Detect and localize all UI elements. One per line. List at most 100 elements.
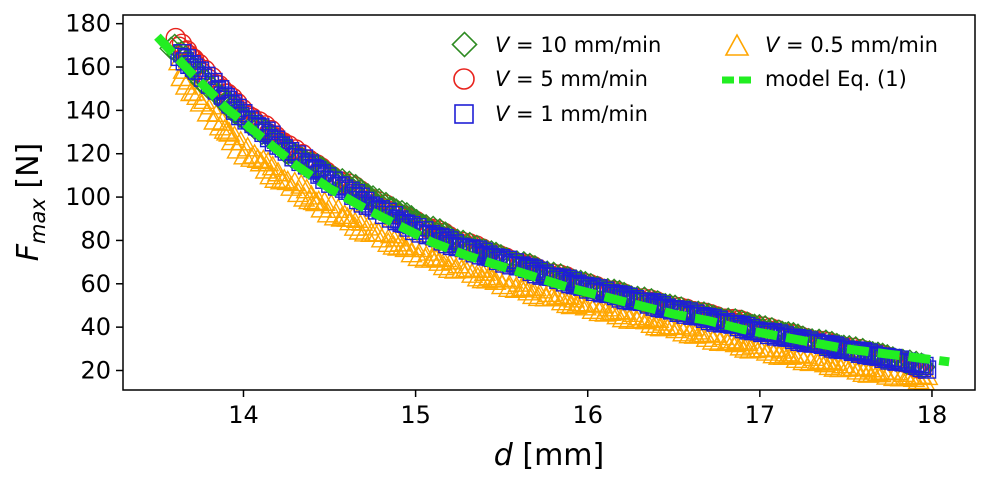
legend-entry-v10: V = 10 mm/min bbox=[451, 31, 661, 58]
model-curve bbox=[154, 33, 950, 367]
triangle-point bbox=[718, 328, 742, 349]
y-tick-label: 140 bbox=[65, 96, 111, 124]
axes: 14 15 16 17 18 20 40 60 80 100 120 140 160 180 bbox=[65, 10, 947, 429]
x-tick-label: 17 bbox=[745, 401, 776, 429]
triangle-point bbox=[394, 237, 417, 258]
triangle-point bbox=[494, 266, 517, 288]
triangle-point bbox=[373, 221, 397, 242]
triangle-point bbox=[736, 331, 759, 352]
triangle-point bbox=[307, 189, 330, 211]
triangle-point bbox=[729, 335, 752, 356]
y-tick-label: 100 bbox=[65, 183, 111, 211]
series-square bbox=[170, 44, 937, 379]
triangle-point bbox=[384, 226, 408, 247]
triangle-point bbox=[634, 309, 658, 330]
triangle-point bbox=[524, 276, 548, 297]
svg-text:V = 5 mm/min: V = 5 mm/min bbox=[495, 67, 648, 91]
triangle-point bbox=[203, 109, 226, 130]
legend-entry-v5: V = 5 mm/min bbox=[453, 67, 648, 91]
triangle-point bbox=[774, 341, 798, 362]
legend-label-v5-rest: = 5 mm/min bbox=[509, 67, 648, 91]
triangle-point bbox=[484, 269, 507, 291]
triangle-point bbox=[562, 287, 586, 308]
square-point bbox=[716, 312, 735, 332]
legend-label-v10-rest: = 10 mm/min bbox=[509, 33, 661, 57]
x-tick-label: 15 bbox=[400, 401, 431, 429]
triangle-point bbox=[254, 158, 277, 179]
triangle-point bbox=[246, 147, 269, 169]
triangle-point bbox=[521, 283, 545, 305]
legend: V = 10 mm/min V = 5 mm/min V = 1 mm/min … bbox=[451, 31, 938, 126]
triangle-point bbox=[440, 249, 464, 270]
y-tick-label: 160 bbox=[65, 53, 111, 81]
svg-text:V = 10 mm/min: V = 10 mm/min bbox=[495, 33, 661, 57]
triangle-point bbox=[846, 359, 869, 380]
svg-text:V = 1 mm/min: V = 1 mm/min bbox=[495, 102, 648, 126]
triangle-point bbox=[724, 332, 747, 353]
triangle-point bbox=[755, 340, 779, 361]
legend-marker-triangle bbox=[724, 33, 750, 56]
triangle-point bbox=[501, 268, 524, 289]
y-tick-label: 20 bbox=[80, 356, 111, 384]
triangle-point bbox=[655, 315, 678, 337]
x-tick-label: 18 bbox=[917, 401, 948, 429]
y-tick-label: 40 bbox=[80, 313, 111, 341]
legend-label-v05-rest: = 0.5 mm/min bbox=[779, 33, 938, 57]
triangle-point bbox=[189, 91, 212, 112]
x-tick-label: 14 bbox=[228, 401, 259, 429]
triangle-point bbox=[423, 245, 446, 266]
triangle-point bbox=[417, 240, 440, 261]
triangle-point bbox=[820, 349, 844, 370]
svg-text:V = 0.5 mm/min: V = 0.5 mm/min bbox=[765, 33, 938, 57]
triangle-point bbox=[252, 148, 275, 170]
triangle-point bbox=[435, 247, 458, 268]
triangle-point bbox=[665, 318, 688, 339]
triangle-point bbox=[745, 338, 768, 359]
triangle-point bbox=[343, 215, 367, 236]
triangle-point bbox=[341, 206, 364, 227]
legend-marker-square bbox=[454, 104, 474, 124]
legend-marker-circle bbox=[453, 68, 475, 90]
y-axis-label-var: F bbox=[11, 243, 46, 261]
y-axis-label-sub: max bbox=[26, 198, 50, 244]
triangle-point bbox=[432, 255, 456, 276]
triangle-point bbox=[240, 146, 263, 167]
triangle-point bbox=[690, 323, 713, 344]
triangle-point bbox=[469, 257, 492, 279]
legend-label-v5-var: V bbox=[495, 67, 511, 91]
legend-marker-diamond bbox=[451, 31, 478, 58]
triangle-point bbox=[481, 267, 504, 288]
triangle-point bbox=[733, 337, 757, 358]
data-layer bbox=[154, 27, 950, 390]
circle-point bbox=[176, 40, 198, 61]
x-axis-label-var: d bbox=[494, 438, 514, 473]
triangle-point bbox=[544, 286, 568, 307]
x-axis-label: d [mm] bbox=[494, 438, 604, 473]
legend-entry-v05: V = 0.5 mm/min bbox=[724, 33, 938, 57]
triangle-point bbox=[779, 344, 803, 365]
legend-label-v10-var: V bbox=[495, 33, 511, 57]
triangle-point bbox=[553, 284, 576, 305]
legend-label-model: model Eq. (1) bbox=[765, 67, 907, 91]
triangle-point bbox=[869, 362, 892, 383]
triangle-point bbox=[765, 336, 788, 358]
triangle-point bbox=[574, 295, 597, 316]
y-axis-label: Fmax [N] bbox=[11, 143, 50, 261]
triangle-point bbox=[430, 246, 453, 267]
triangle-point bbox=[218, 121, 241, 142]
triangle-point bbox=[345, 207, 369, 228]
y-tick-label: 120 bbox=[65, 140, 111, 168]
triangle-point bbox=[611, 307, 634, 328]
triangle-point bbox=[832, 353, 855, 374]
triangle-point bbox=[379, 223, 403, 244]
legend-label-v05-var: V bbox=[765, 33, 781, 57]
legend-label-v1-var: V bbox=[495, 102, 511, 126]
x-tick-label: 16 bbox=[572, 401, 603, 429]
triangle-point bbox=[350, 210, 374, 231]
triangle-point bbox=[916, 365, 939, 386]
plot-frame bbox=[122, 14, 976, 391]
triangle-point bbox=[213, 118, 236, 139]
triangle-point bbox=[866, 361, 890, 382]
y-tick-label: 180 bbox=[65, 10, 111, 38]
